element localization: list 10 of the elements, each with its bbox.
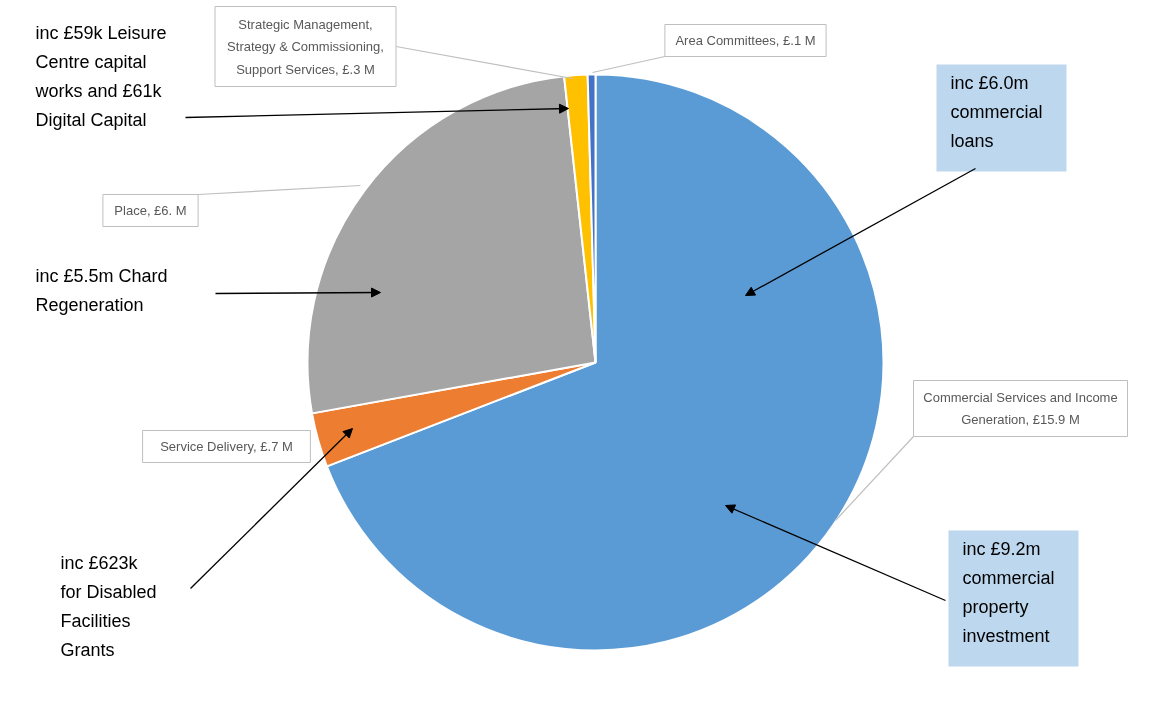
slice-label: Strategic Management, Strategy & Commissioning, Support Services, £.3 M [227, 16, 384, 77]
slice-label: Area Committees, £.1 M [675, 33, 816, 48]
text: inc £59k Leisure Centre capital works and £61k Digital Capital [34, 22, 167, 130]
text: inc £6.0m commercial loans [950, 72, 1043, 151]
text: inc £5.5m Chard Regeneration [35, 265, 168, 315]
slice-label: Commercial Services and Income Generation, £15.9 M [923, 389, 1118, 428]
text: inc £623k for Disabled Facilities Grants [60, 552, 157, 660]
slice-label: Service Delivery, £.7 M [160, 439, 293, 454]
text: inc £9.2m commercial property investment [962, 538, 1055, 646]
slice-label: Place, £6. M [114, 203, 187, 218]
